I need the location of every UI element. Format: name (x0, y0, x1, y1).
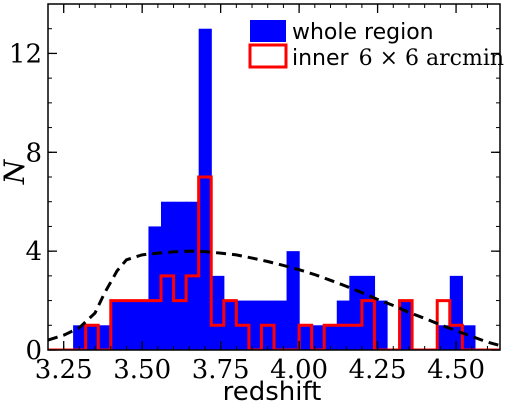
expected-distribution-line (48, 249, 500, 347)
x-tick-label: 4.50 (427, 355, 485, 385)
legend-swatch-whole-region (250, 20, 286, 42)
axis-ticks: 3.25 3.50 3.75 4.00 4.25 4.50 0 4 8 12 (9, 3, 500, 385)
bar-whole-region (324, 325, 338, 350)
x-tick-label: 4.00 (270, 355, 328, 385)
bar-whole-region (85, 325, 99, 350)
bar-whole-region (123, 300, 137, 350)
x-tick-label: 3.25 (35, 355, 93, 385)
bar-whole-region (437, 325, 451, 350)
bar-whole-region (110, 300, 124, 350)
bar-whole-region (73, 325, 87, 350)
x-axis-label: redshift (223, 377, 322, 405)
x-tick-label: 3.75 (192, 355, 250, 385)
plot-area (48, 28, 500, 350)
step-line-inner (48, 175, 500, 350)
y-tick-label: 12 (9, 39, 42, 69)
bar-whole-region (223, 300, 237, 350)
bar-whole-region (198, 28, 212, 350)
bar-whole-region (98, 325, 112, 350)
bar-whole-region (399, 300, 413, 350)
bar-whole-region (349, 275, 363, 350)
legend-label-whole-region: whole region (292, 20, 434, 45)
bar-whole-region (374, 300, 388, 350)
bar-whole-region (248, 300, 263, 350)
y-axis-label: N (0, 158, 31, 185)
y-tick-label: 8 (25, 138, 42, 168)
x-tick-label: 4.25 (349, 355, 407, 385)
y-tick-label: 4 (25, 237, 42, 267)
legend-label-inner: inner 6 × 6 arcmin² (292, 46, 505, 71)
bar-whole-region (311, 325, 325, 350)
bar-whole-region (286, 251, 300, 350)
bar-whole-region (135, 300, 150, 350)
bar-whole-region (361, 275, 376, 350)
bar-whole-region (173, 201, 187, 350)
legend: whole region inner 6 × 6 arcmin² (248, 20, 505, 71)
x-tick-label: 3.50 (113, 355, 171, 385)
bar-whole-region (299, 325, 313, 350)
y-tick-label: 0 (25, 336, 42, 366)
bar-whole-region (148, 226, 162, 350)
bar-whole-region (462, 325, 476, 350)
bar-whole-region (274, 300, 288, 350)
bar-whole-region (211, 275, 225, 350)
legend-swatch-inner (248, 43, 288, 69)
